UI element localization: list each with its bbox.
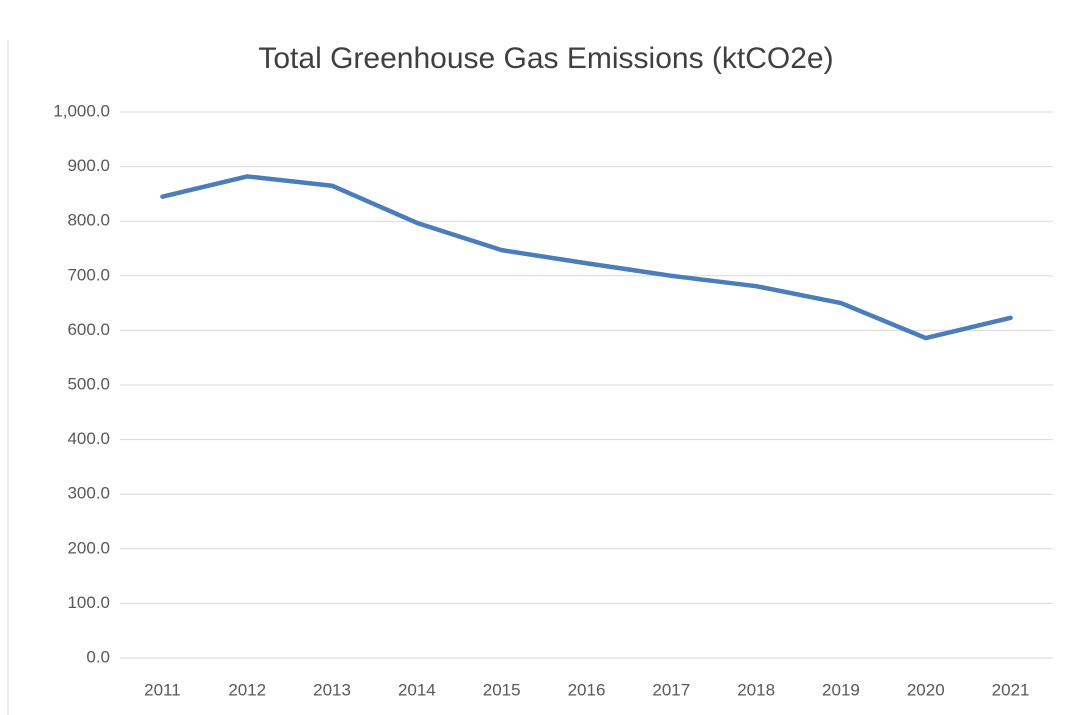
y-tick-label: 900.0: [67, 156, 110, 175]
y-tick-label: 300.0: [67, 484, 110, 503]
x-tick-label: 2015: [483, 680, 521, 699]
y-tick-label: 0.0: [86, 647, 110, 666]
y-tick-label: 600.0: [67, 320, 110, 339]
x-tick-label: 2021: [992, 680, 1030, 699]
y-tick-label: 700.0: [67, 265, 110, 284]
x-tick-label: 2017: [652, 680, 690, 699]
y-tick-label: 100.0: [67, 593, 110, 612]
x-tick-label: 2019: [822, 680, 860, 699]
x-tick-label: 2013: [313, 680, 351, 699]
x-tick-label: 2018: [737, 680, 775, 699]
chart-title: Total Greenhouse Gas Emissions (ktCO2e): [258, 42, 833, 75]
y-tick-label: 500.0: [67, 374, 110, 393]
x-tick-label: 2016: [568, 680, 606, 699]
x-tick-label: 2020: [907, 680, 945, 699]
x-tick-label: 2014: [398, 680, 436, 699]
y-tick-label: 200.0: [67, 538, 110, 557]
data-line: [160, 174, 1013, 341]
y-tick-label: 400.0: [67, 429, 110, 448]
y-tick-label: 1,000.0: [53, 101, 110, 120]
x-tick-label: 2012: [228, 680, 266, 699]
y-tick-label: 800.0: [67, 211, 110, 230]
x-tick-label: 2011: [144, 680, 181, 699]
